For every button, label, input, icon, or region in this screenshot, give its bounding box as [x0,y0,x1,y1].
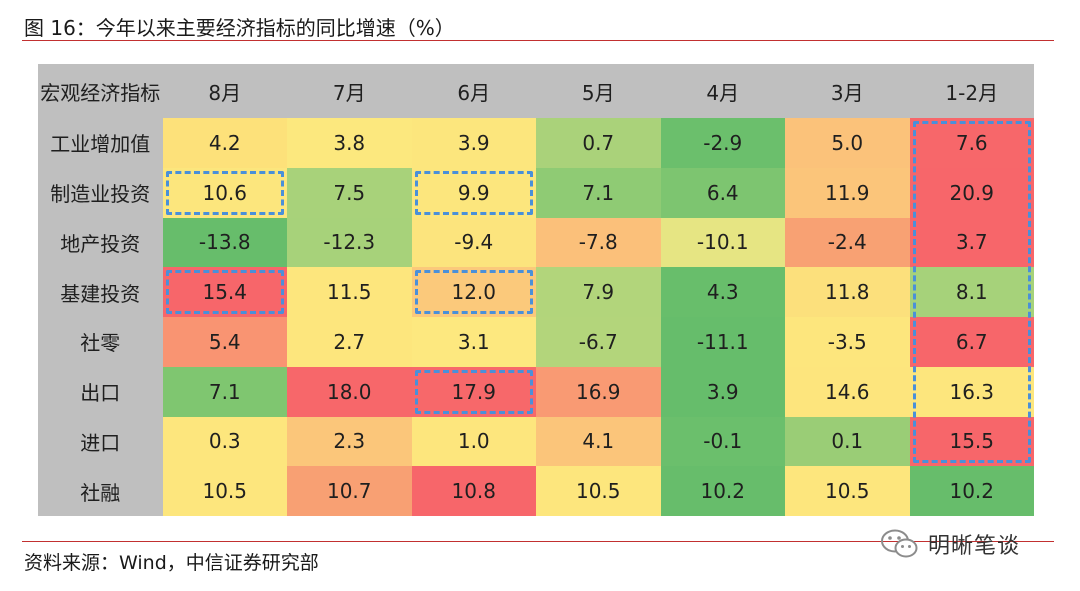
row-label: 出口 [80,381,121,406]
heatmap-cell: 10.8 [411,466,536,516]
heatmap-cell: 4.3 [660,267,785,317]
heatmap-cell: 10.2 [660,466,785,516]
heatmap-cell: 11.9 [785,167,910,218]
heatmap-cell: 15.4 [162,267,287,317]
heatmap-cell: 0.1 [785,416,910,467]
row-label: 社零 [80,331,121,356]
heatmap-cell: 11.8 [785,267,910,317]
heatmap-cell: 10.5 [536,466,661,516]
row-label: 地产投资 [60,231,141,256]
heatmap-cell: -12.3 [287,217,412,268]
heatmap-cell: -7.8 [536,217,661,268]
row-label: 工业增加值 [50,132,151,157]
heatmap-cell: 5.4 [162,317,287,367]
heatmap-cell: 2.3 [287,416,412,467]
table-row: 工业增加值 4.2 3.8 3.9 0.7 -2.9 5.0 7.6 [38,118,1034,168]
heatmap-cell: 12.0 [411,267,536,317]
heatmap-cell: 6.7 [909,317,1034,367]
column-header: 8月 [208,80,242,105]
heatmap-cell: 0.7 [536,118,661,168]
bottom-rule [22,541,1054,542]
heatmap-cell: 1.0 [411,416,536,467]
heatmap-cell: -10.1 [660,217,785,268]
table-row: 社零 5.4 2.7 3.1 -6.7 -11.1 -3.5 6.7 [38,317,1034,367]
heatmap-body: 工业增加值 4.2 3.8 3.9 0.7 -2.9 5.0 7.6 制造业投资 10.6 7.5 9… [38,118,1034,516]
heatmap-cell: -9.4 [411,217,536,268]
heatmap-table-container: 宏观经济指标 8月 7月 6月 5月 4月 3月 1-2月 工业增加值 4.2 3.8 3.9 0.… [38,64,1034,516]
heatmap-cell: 5.0 [785,118,910,168]
brand-watermark: 明晰笔谈 [880,528,1020,560]
wechat-icon [881,529,918,558]
row-label: 基建投资 [60,281,141,306]
brand-name: 明晰笔谈 [928,534,1021,559]
heatmap-cell: 0.3 [162,416,287,467]
table-row: 社融 10.5 10.7 10.8 10.5 10.2 10.5 10.2 [38,466,1034,516]
figure-title: 图 16：今年以来主要经济指标的同比增速（%） [24,16,455,40]
heatmap-cell: 6.4 [660,167,785,218]
heatmap-cell: 15.5 [909,416,1034,467]
heatmap-cell: 7.1 [162,366,287,417]
heatmap-cell: 2.7 [287,317,412,367]
column-header: 5月 [581,80,615,105]
row-label: 制造业投资 [50,182,151,207]
heatmap-cell: 16.9 [536,366,661,417]
heatmap-cell: 3.9 [411,118,536,168]
heatmap-cell: 3.1 [411,317,536,367]
table-row: 地产投资 -13.8 -12.3 -9.4 -7.8 -10.1 -2.4 3.7 [38,217,1034,268]
heatmap-cell: 3.8 [287,118,412,168]
heatmap-cell: 4.1 [536,416,661,467]
heatmap-cell: 10.5 [162,466,287,516]
row-label: 进口 [80,430,121,455]
column-header: 7月 [332,80,366,105]
heatmap-cell: -6.7 [536,317,661,367]
heatmap-cell: 3.9 [660,366,785,417]
heatmap-cell: 8.1 [909,267,1034,317]
heatmap-cell: -2.4 [785,217,910,268]
heatmap-cell: 4.2 [162,118,287,168]
heatmap-cell: 7.1 [536,167,661,218]
heatmap-cell: 17.9 [411,366,536,417]
column-header: 6月 [457,80,491,105]
column-header: 3月 [830,80,864,105]
table-row: 出口 7.1 18.0 17.9 16.9 3.9 14.6 16.3 [38,366,1034,417]
heatmap-cell: 14.6 [785,366,910,417]
heatmap-cell: 11.5 [287,267,412,317]
table-row: 基建投资 15.4 11.5 12.0 7.9 4.3 11.8 8.1 [38,267,1034,317]
heatmap-cell: 10.2 [909,466,1034,516]
heatmap-cell: -0.1 [660,416,785,467]
heatmap-cell: -3.5 [785,317,910,367]
corner-label: 宏观经济指标 [40,80,161,105]
heatmap-cell: 3.7 [909,217,1034,268]
heatmap-cell: 7.5 [287,167,412,218]
heatmap-cell: 20.9 [909,167,1034,218]
heatmap-cell: 10.5 [785,466,910,516]
heatmap-cell: -13.8 [162,217,287,268]
heatmap-cell: 7.9 [536,267,661,317]
table-row: 进口 0.3 2.3 1.0 4.1 -0.1 0.1 15.5 [38,416,1034,467]
heatmap-cell: -11.1 [660,317,785,367]
table-row: 制造业投资 10.6 7.5 9.9 7.1 6.4 11.9 20.9 [38,167,1034,218]
heatmap-cell: 9.9 [411,167,536,218]
heatmap-cell: 16.3 [909,366,1034,417]
heatmap-cell: 10.7 [287,466,412,516]
heatmap-cell: 7.6 [909,118,1034,168]
heatmap-cell: -2.9 [660,118,785,168]
column-header: 4月 [706,80,740,105]
header-row: 宏观经济指标 8月 7月 6月 5月 4月 3月 1-2月 [38,64,1034,118]
source-note: 资料来源：Wind，中信证券研究部 [24,552,319,574]
heatmap-cell: 10.6 [162,167,287,218]
heatmap-cell: 18.0 [287,366,412,417]
row-label: 社融 [80,480,121,505]
column-header: 1-2月 [945,80,999,105]
heatmap-table: 宏观经济指标 8月 7月 6月 5月 4月 3月 1-2月 工业增加值 4.2 3.8 3.9 0.… [38,64,1034,516]
top-rule [22,40,1054,41]
